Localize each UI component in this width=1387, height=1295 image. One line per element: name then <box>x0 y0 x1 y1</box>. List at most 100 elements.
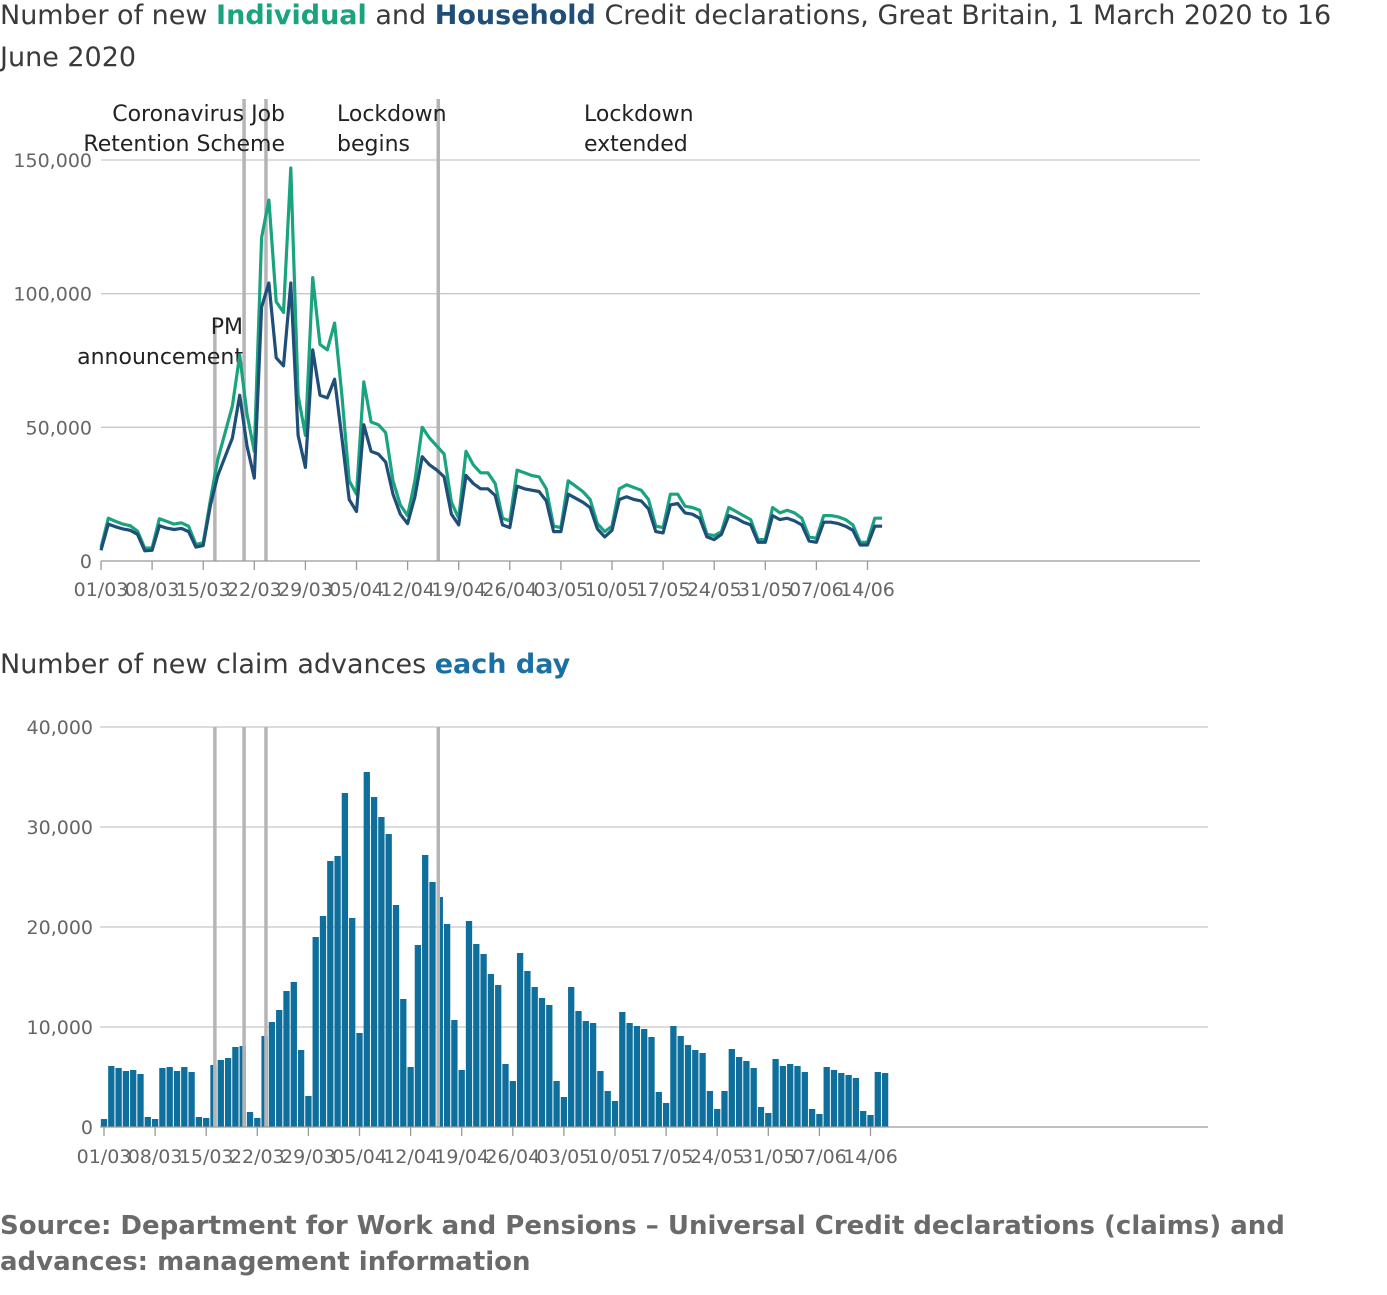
chart2-x-tick-label: 05/04 <box>332 1146 387 1168</box>
advance-bar <box>151 1119 159 1127</box>
chart2-event-lines <box>213 727 441 1127</box>
chart2-y-tick-label: 0 <box>81 1117 93 1139</box>
chart2-x-axis: 01/0308/0315/0322/0329/0305/0412/0419/04… <box>77 1126 1208 1168</box>
chart1-event-label: begins <box>337 132 410 157</box>
advance-bar <box>677 1036 684 1127</box>
advance-bar <box>699 1053 706 1127</box>
chart1-event-label: extended <box>584 132 688 157</box>
chart1-y-tick-label: 100,000 <box>13 284 92 306</box>
advance-bar <box>553 1081 560 1127</box>
chart1-x-tick-label: 15/03 <box>176 579 231 601</box>
chart2-x-tick-label: 26/04 <box>485 1146 540 1168</box>
chart1-x-tick-label: 14/06 <box>840 579 895 601</box>
advance-bar <box>188 1072 195 1127</box>
advance-bar <box>706 1091 714 1127</box>
advance-bar <box>757 1107 765 1127</box>
chart1-x-tick-label: 31/05 <box>738 579 793 601</box>
advance-bar <box>414 945 422 1127</box>
household-highlight: Household <box>434 0 596 31</box>
advance-bar <box>509 1081 516 1127</box>
chart2-x-tick-label: 31/05 <box>741 1146 796 1168</box>
chart1-event-lines: PM announcement Coronavirus Job Retention S… <box>77 99 694 561</box>
chart2-y-tick-label: 10,000 <box>27 1017 93 1039</box>
advance-bar <box>378 817 385 1127</box>
chart1-event-label: PM <box>211 315 243 340</box>
each-day-highlight: each day <box>434 649 571 680</box>
advance-bar <box>254 1118 261 1127</box>
advance-bar <box>312 937 319 1127</box>
chart1-x-tick-label: 24/05 <box>687 579 742 601</box>
advance-bar <box>626 1023 633 1127</box>
advance-bar <box>465 921 473 1127</box>
advance-bar <box>370 797 378 1127</box>
chart2-x-tick-label: 14/06 <box>843 1146 898 1168</box>
advance-bar <box>684 1045 692 1127</box>
advance-bar <box>173 1071 181 1127</box>
advance-bar <box>144 1117 151 1127</box>
advance-bar <box>728 1049 735 1127</box>
advance-bar <box>860 1111 867 1127</box>
advance-bar <box>852 1078 860 1127</box>
advance-bar <box>568 987 575 1127</box>
advance-bar <box>122 1071 130 1127</box>
advance-bar <box>845 1075 852 1127</box>
chart1-x-tick-label: 01/03 <box>74 579 129 601</box>
advance-bar <box>801 1072 808 1127</box>
chart1-y-tick-label: 0 <box>80 551 92 573</box>
advance-bar <box>597 1071 604 1127</box>
individual-highlight: Individual <box>216 0 367 31</box>
chart2-x-tick-label: 12/04 <box>383 1146 438 1168</box>
advance-bar <box>283 991 290 1127</box>
advance-bar <box>268 1022 276 1127</box>
advance-bar <box>305 1096 312 1127</box>
chart1-event-label: Retention Scheme <box>83 132 285 157</box>
advance-bar <box>765 1113 772 1127</box>
chart2-bars <box>100 772 889 1127</box>
chart2-x-tick-label: 24/05 <box>690 1146 745 1168</box>
advance-bar <box>422 855 429 1127</box>
chart1-event-label: announcement <box>77 345 243 370</box>
advance-bar <box>714 1109 721 1127</box>
chart2-x-tick-label: 07/06 <box>792 1146 847 1168</box>
source-note: Source: Department for Work and Pensions… <box>0 1211 1285 1277</box>
chart2-y-tick-label: 40,000 <box>27 717 93 739</box>
advance-bar <box>735 1057 743 1127</box>
advance-bar <box>502 1064 509 1127</box>
advance-bar <box>487 974 495 1127</box>
advance-bar <box>516 953 524 1127</box>
advances-bar-chart: 0 10,000 20,000 30,000 40,000 01/0308/0315/0… <box>27 717 1208 1168</box>
advance-bar <box>881 1073 889 1127</box>
advance-bar <box>159 1068 166 1127</box>
advance-bar <box>633 1026 641 1127</box>
chart2-x-tick-label: 22/03 <box>230 1146 285 1168</box>
advance-bar <box>100 1119 108 1127</box>
advance-bar <box>232 1047 239 1127</box>
chart1-gridlines: 0 50,000 100,000 150,000 <box>13 150 1200 573</box>
chart2-title: Number of new claim advances each day <box>0 649 571 680</box>
chart2-x-tick-label: 03/05 <box>537 1146 592 1168</box>
chart1-x-tick-label: 29/03 <box>278 579 333 601</box>
chart1-x-tick-label: 22/03 <box>227 579 282 601</box>
series-line-individual <box>99 166 883 550</box>
chart2-x-tick-label: 15/03 <box>179 1146 234 1168</box>
advance-bar <box>611 1101 619 1127</box>
chart1-x-tick-label: 05/04 <box>329 579 384 601</box>
chart1-x-tick-label: 12/04 <box>380 579 435 601</box>
advance-bar <box>692 1050 699 1127</box>
declarations-line-chart: 0 50,000 100,000 150,000 PM announcement Coro… <box>13 99 1200 601</box>
advance-bar <box>451 1020 458 1127</box>
advance-bar <box>224 1058 232 1127</box>
advance-bar <box>823 1067 830 1127</box>
advance-bar <box>721 1091 728 1127</box>
advance-bar <box>480 954 487 1127</box>
advance-bar <box>356 1033 363 1127</box>
advance-bar <box>115 1068 122 1127</box>
advance-bar <box>166 1067 173 1127</box>
advance-bar <box>787 1064 794 1127</box>
advance-bar <box>407 1067 414 1127</box>
chart1-x-tick-label: 10/05 <box>585 579 640 601</box>
advance-bar <box>203 1118 210 1127</box>
chart1-event-label: Lockdown <box>584 102 694 127</box>
advance-bar <box>297 1050 305 1127</box>
advance-bar <box>589 1023 597 1127</box>
